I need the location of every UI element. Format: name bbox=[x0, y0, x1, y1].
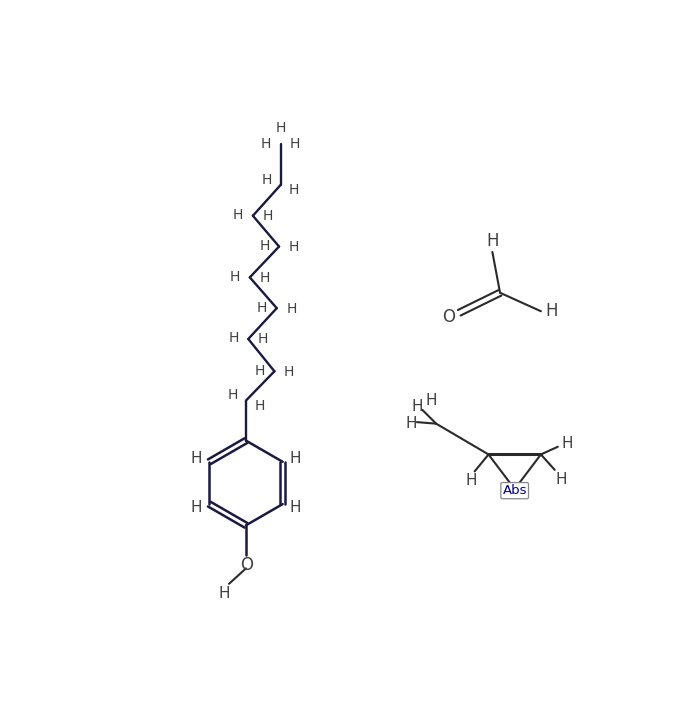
Text: H: H bbox=[258, 333, 268, 346]
Text: H: H bbox=[255, 364, 265, 378]
Text: H: H bbox=[466, 473, 477, 488]
Text: O: O bbox=[442, 308, 455, 326]
Text: H: H bbox=[406, 416, 417, 431]
Text: H: H bbox=[411, 399, 423, 414]
Text: H: H bbox=[233, 208, 243, 222]
Text: H: H bbox=[276, 121, 286, 135]
Text: H: H bbox=[284, 365, 294, 379]
Text: H: H bbox=[290, 500, 301, 515]
Text: H: H bbox=[426, 393, 437, 408]
Text: H: H bbox=[261, 137, 271, 151]
Text: H: H bbox=[262, 173, 272, 186]
Text: H: H bbox=[191, 451, 202, 466]
Text: H: H bbox=[191, 500, 202, 515]
Text: H: H bbox=[259, 239, 269, 253]
Text: H: H bbox=[561, 436, 573, 451]
Text: O: O bbox=[240, 557, 253, 575]
Text: H: H bbox=[259, 271, 269, 285]
Text: H: H bbox=[254, 399, 265, 413]
Text: H: H bbox=[288, 240, 299, 254]
Text: H: H bbox=[218, 586, 230, 601]
Text: H: H bbox=[229, 331, 239, 346]
Text: H: H bbox=[290, 451, 301, 466]
Text: H: H bbox=[545, 302, 558, 320]
Text: H: H bbox=[289, 184, 299, 197]
Text: H: H bbox=[257, 301, 267, 315]
Text: H: H bbox=[486, 232, 499, 250]
Text: H: H bbox=[290, 137, 301, 151]
Text: H: H bbox=[230, 270, 240, 284]
Text: H: H bbox=[555, 472, 567, 487]
Text: H: H bbox=[227, 388, 238, 402]
Text: Abs: Abs bbox=[502, 484, 527, 497]
Text: H: H bbox=[286, 302, 296, 315]
Text: H: H bbox=[263, 209, 273, 223]
